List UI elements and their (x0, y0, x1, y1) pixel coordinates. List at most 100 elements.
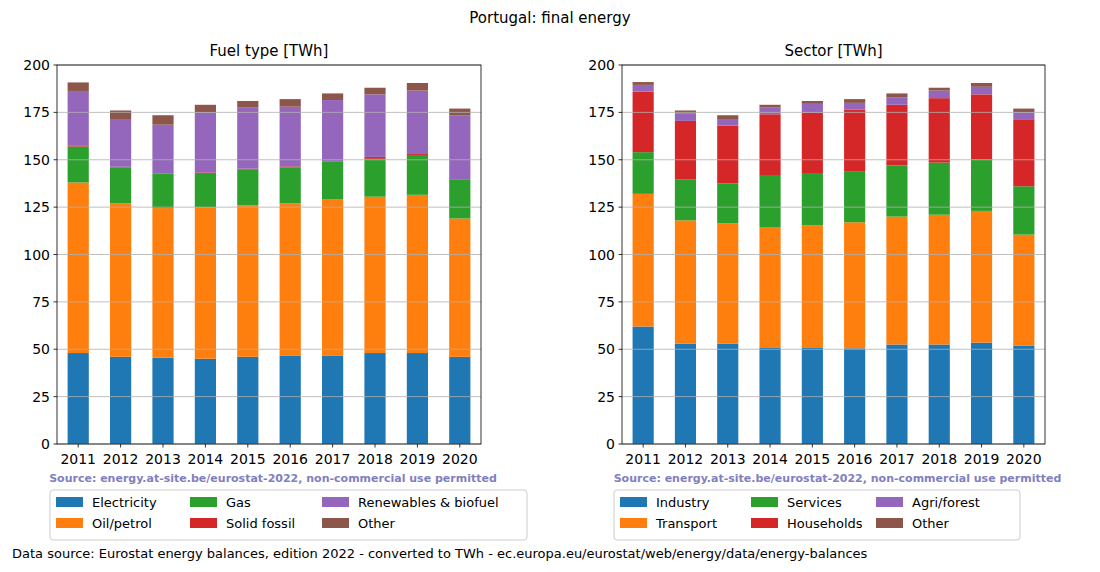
bar-segment (280, 99, 301, 107)
axes-frame (622, 65, 1045, 444)
bar-segment (449, 115, 470, 179)
bar-segment (675, 180, 696, 221)
x-tick (290, 444, 291, 448)
x-tick (417, 444, 418, 448)
bar-segment (633, 92, 654, 153)
bar-segment (68, 146, 89, 182)
legend-swatch (751, 497, 778, 507)
bar-segment (364, 157, 385, 159)
bar-segment (110, 203, 131, 356)
bar-segment (675, 121, 696, 180)
x-tick-label: 2019 (964, 451, 1000, 467)
y-tick (54, 159, 58, 160)
bar-segment (449, 357, 470, 444)
x-tick-label: 2020 (1006, 451, 1042, 467)
bar-segment (449, 218, 470, 356)
bar-segment (1013, 235, 1034, 346)
bar-segment (280, 203, 301, 356)
grid-line (57, 112, 481, 113)
footer: Data source: Eurostat energy balances, e… (12, 546, 868, 561)
bar-segment (971, 211, 992, 343)
bar-segment (802, 104, 823, 113)
bar-segment (717, 115, 738, 119)
y-tick (54, 301, 58, 302)
bar-segment (844, 222, 865, 348)
bar-segment (717, 223, 738, 343)
bar-segment (449, 180, 470, 219)
bar-segment (886, 165, 907, 216)
x-tick (78, 444, 79, 448)
bar-segment (971, 160, 992, 211)
grid-line (622, 254, 1045, 255)
bar-segment (152, 125, 173, 174)
x-tick (896, 444, 897, 448)
bar-segment (68, 353, 89, 444)
x-tick (459, 444, 460, 448)
bar-segment (1013, 345, 1034, 444)
y-tick-label: 100 (588, 247, 615, 263)
bar-segment (1013, 109, 1034, 113)
bar-segment (675, 113, 696, 121)
annotation: Source: energy.at-site.be/eurostat-2022,… (49, 472, 497, 485)
bar-segment (759, 114, 780, 176)
y-tick-label: 125 (588, 199, 615, 215)
legend-swatch (751, 518, 778, 528)
bar-segment (844, 103, 865, 110)
x-tick (120, 444, 121, 448)
bar-segment (633, 82, 654, 85)
bar-segment (237, 169, 258, 205)
bar-segment (237, 205, 258, 357)
bar-segment (407, 91, 428, 154)
bar-segment (280, 107, 301, 167)
bar-segment (110, 167, 131, 203)
bar-segment (633, 152, 654, 194)
y-tick-label: 0 (606, 436, 615, 452)
legend-frame (614, 490, 1020, 540)
y-tick (619, 301, 623, 302)
legend-swatch (620, 497, 647, 507)
x-tick-label: 2018 (357, 451, 393, 467)
y-tick (54, 207, 58, 208)
y-tick (54, 396, 58, 397)
bar-segment (717, 126, 738, 184)
bar-segment (407, 83, 428, 91)
bar-segment (886, 345, 907, 444)
bar-segment (633, 85, 654, 92)
x-tick-label: 2017 (315, 451, 351, 467)
legend-label: Gas (226, 495, 251, 510)
annotation: Source: energy.at-site.be/eurostat-2022,… (614, 472, 1062, 485)
y-tick-label: 100 (23, 247, 50, 263)
y-tick-label: 25 (597, 389, 615, 405)
subplot: 0255075100125150175200201120122013201420… (588, 42, 1061, 540)
bar-segment (802, 225, 823, 347)
subplot-title: Fuel type [TWh] (210, 42, 329, 60)
subplot-title: Sector [TWh] (784, 42, 882, 60)
bar-segment (759, 108, 780, 115)
bar-segment (237, 357, 258, 444)
legend-label: Other (912, 516, 950, 531)
y-tick-label: 125 (23, 199, 50, 215)
bar-segment (68, 182, 89, 353)
bar-segment (152, 208, 173, 358)
bar-segment (280, 356, 301, 444)
bar-segment (1013, 186, 1034, 234)
grid-line (57, 254, 481, 255)
x-tick-label: 2016 (837, 451, 873, 467)
bar-segment (364, 94, 385, 157)
y-tick-label: 175 (588, 104, 615, 120)
legend-label: Services (787, 495, 842, 510)
bar-segment (152, 358, 173, 444)
y-tick (619, 112, 623, 113)
y-tick (54, 444, 58, 445)
legend-swatch (620, 518, 647, 528)
bar-segment (971, 83, 992, 87)
bar-segment (886, 97, 907, 105)
x-tick (247, 444, 248, 448)
x-tick (727, 444, 728, 448)
legend-frame (50, 490, 527, 540)
x-tick-label: 2015 (795, 451, 831, 467)
bar-segment (407, 155, 428, 195)
y-tick (619, 349, 623, 350)
figure: Portugal: final energyData source: Euros… (0, 0, 1100, 572)
bar-segment (886, 217, 907, 345)
